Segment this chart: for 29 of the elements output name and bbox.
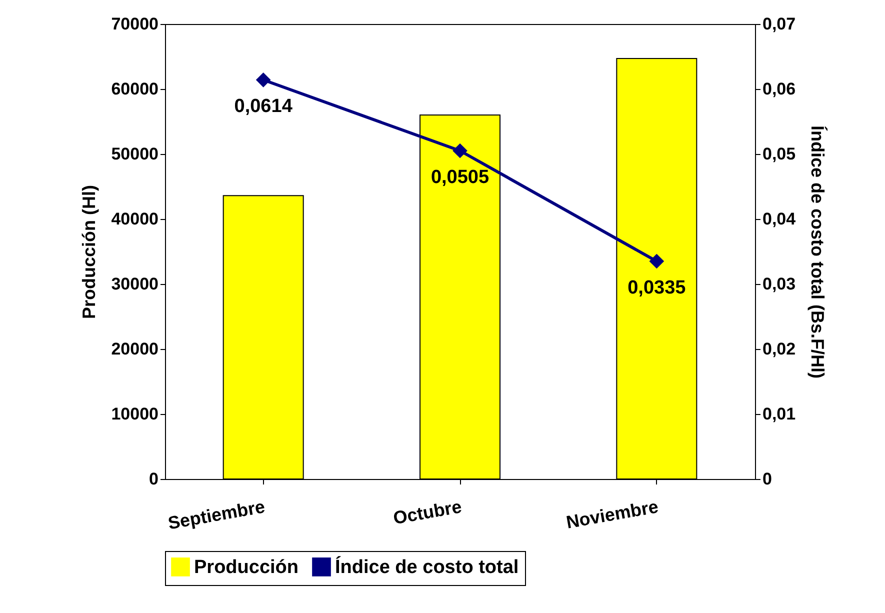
y-tick-label: 20000 [111,340,158,358]
x-tick-label: Septiembre [166,496,266,534]
data-label: 0,0614 [234,96,293,117]
y-tick-label: 70000 [111,14,158,34]
data-label: 0,0335 [628,277,686,298]
y2-axis-title: Índice de costo total (Bs.F/Hl) [808,125,828,379]
y2-tick-label: 0,06 [762,80,796,98]
y2-tick-label: 0 [762,470,772,488]
point [256,72,271,88]
y-tick-label: 30000 [111,274,158,294]
y2-tick-label: 0,03 [762,274,796,294]
point [649,254,664,269]
legend-label: Producción [194,556,299,578]
data-label: 0,0505 [430,166,490,188]
y2-tick-label: 0,07 [762,14,796,34]
y2-tick-label: 0,05 [762,144,796,164]
y-tick-label: 10000 [111,404,158,424]
legend-label: Índice de costo total [335,556,519,578]
y2-tick-label: 0,02 [762,340,796,358]
y-tick-label: 60000 [111,80,158,98]
y-tick-label: 40000 [111,210,158,228]
x-tick-label: Noviembre [564,496,660,532]
y2-tick-label: 0,01 [762,404,796,424]
point [452,143,468,158]
y-axis-title: Producción (Hl) [79,184,100,319]
y-tick-label: 0 [149,470,158,488]
y-tick-label: 50000 [111,144,158,164]
x-tick-label: Octubre [392,496,464,528]
y2-tick-label: 0,04 [762,210,796,228]
